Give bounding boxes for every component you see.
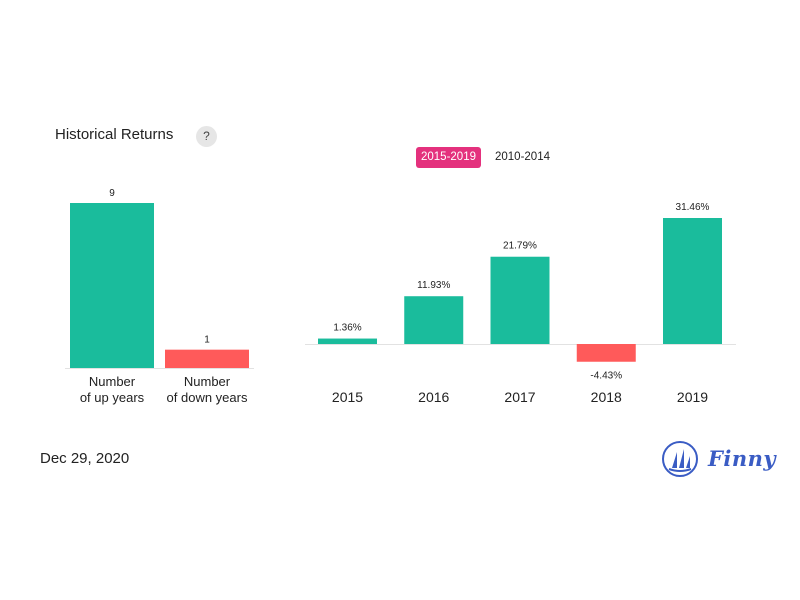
finny-logo: Finny xyxy=(660,438,776,480)
bar-value-label: 31.46% xyxy=(676,202,710,213)
bar-value-label: 21.79% xyxy=(503,241,537,252)
bar-value-label: -4.43% xyxy=(590,371,622,382)
tab-2010-2014[interactable]: 2010-2014 xyxy=(495,151,550,163)
x-tick-label: 2016 xyxy=(418,389,449,405)
category-label: of up years xyxy=(80,390,145,405)
category-label: Number xyxy=(184,374,231,389)
x-tick-label: 2018 xyxy=(591,389,622,405)
bar-2016 xyxy=(404,296,464,344)
tab-2015-2019[interactable]: 2015-2019 xyxy=(416,147,481,168)
bar-2017 xyxy=(490,256,550,344)
bar-down-years xyxy=(165,349,249,368)
finny-sail-icon xyxy=(662,441,698,477)
x-tick-label: 2017 xyxy=(504,389,535,405)
help-icon[interactable]: ? xyxy=(196,126,217,147)
annual-returns-chart: 1.36% 2015 11.93% 2016 21.79% 2017 -4.43% 2018 3… xyxy=(305,202,736,405)
bar-value-label: 1 xyxy=(204,335,210,346)
as-of-date: Dec 29, 2020 xyxy=(40,450,130,467)
bar-up-years xyxy=(70,203,154,368)
chart-title: Historical Returns xyxy=(55,126,174,143)
bar-value-label: 11.93% xyxy=(417,280,450,291)
brand-name: Finny xyxy=(708,446,777,471)
x-tick-label: 2015 xyxy=(332,389,363,405)
bar-2015 xyxy=(318,338,377,344)
category-label: Number xyxy=(89,374,136,389)
bar-value-label: 1.36% xyxy=(333,323,361,334)
bar-2018 xyxy=(576,344,636,362)
category-label: of down years xyxy=(167,390,248,405)
x-tick-label: 2019 xyxy=(677,389,708,405)
bar-value-label: 9 xyxy=(109,188,115,199)
bar-2019 xyxy=(663,218,722,344)
